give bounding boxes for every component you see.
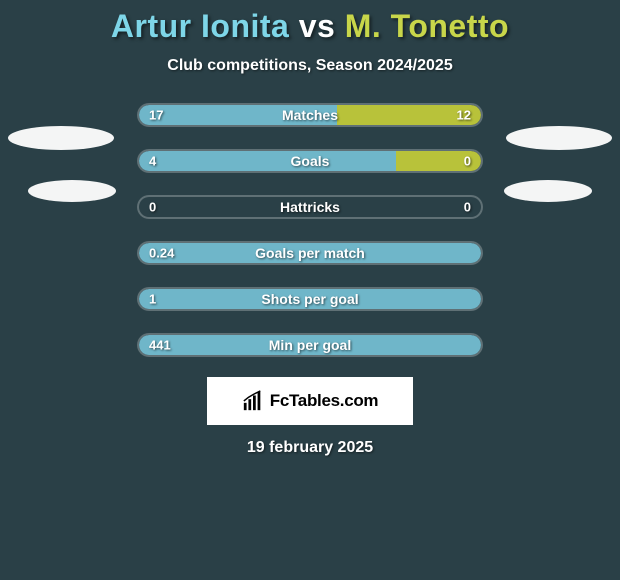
stat-row-hattricks: 0 0 Hattricks	[137, 195, 483, 219]
player1-name: Artur Ionita	[111, 8, 289, 44]
stat-label: Matches	[282, 107, 338, 123]
stats-area: 17 12 Matches 4 0 Goals 0 0 Hattricks 0.24 Goals p…	[0, 103, 620, 357]
stat-row-shots-per-goal: 1 Shots per goal	[137, 287, 483, 311]
subtitle: Club competitions, Season 2024/2025	[167, 57, 452, 75]
logo-text: FcTables.com	[270, 391, 379, 411]
date-text: 19 february 2025	[247, 439, 373, 457]
stat-value-left: 0	[149, 200, 156, 215]
stat-label: Hattricks	[280, 199, 340, 215]
stat-value-left: 0.24	[149, 246, 174, 261]
stat-label: Goals	[291, 153, 330, 169]
stat-value-right: 12	[457, 108, 471, 123]
stat-value-left: 4	[149, 154, 156, 169]
stat-value-right: 0	[464, 154, 471, 169]
stat-row-goals-per-match: 0.24 Goals per match	[137, 241, 483, 265]
stat-label: Shots per goal	[261, 291, 358, 307]
stat-label: Min per goal	[269, 337, 351, 353]
stat-row-min-per-goal: 441 Min per goal	[137, 333, 483, 357]
stat-value-right: 0	[464, 200, 471, 215]
comparison-title: Artur Ionita vs M. Tonetto	[111, 8, 509, 45]
stat-value-left: 441	[149, 338, 171, 353]
stat-value-left: 1	[149, 292, 156, 307]
stat-label: Goals per match	[255, 245, 365, 261]
fctables-logo: FcTables.com	[207, 377, 413, 425]
stat-row-matches: 17 12 Matches	[137, 103, 483, 127]
bar-left	[139, 151, 396, 171]
vs-text: vs	[299, 8, 336, 44]
main-container: Artur Ionita vs M. Tonetto Club competit…	[0, 0, 620, 457]
stat-row-goals: 4 0 Goals	[137, 149, 483, 173]
chart-icon	[242, 390, 264, 412]
player2-name: M. Tonetto	[345, 8, 509, 44]
stat-value-left: 17	[149, 108, 163, 123]
